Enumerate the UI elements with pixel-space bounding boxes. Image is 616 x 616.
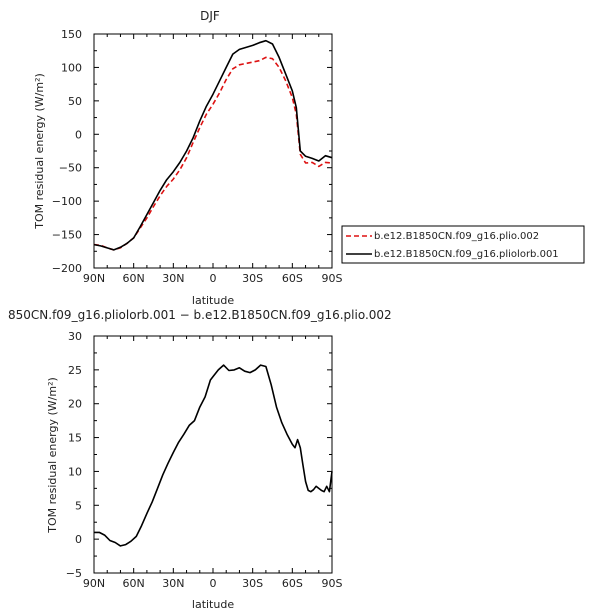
- bottom-x-tick-label: 0: [210, 577, 217, 590]
- top-panel: DJF 90N 60N 30N 0 30S 60S 90S −200 −150 −100 −50 0 5…: [33, 9, 343, 307]
- top-x-tick-label: 0: [210, 272, 217, 285]
- top-x-tick-label: 30N: [162, 272, 184, 285]
- bottom-chart-title: 850CN.f09_g16.pliolorb.001 − b.e12.B1850…: [8, 308, 392, 322]
- legend-label-plio: b.e12.B1850CN.f09_g16.plio.002: [374, 231, 539, 242]
- bottom-y-tick-label: 5: [75, 499, 82, 512]
- bottom-y-axis-label: TOM residual energy (W/m²): [46, 377, 59, 534]
- top-y-tick-label: −50: [59, 162, 82, 175]
- top-x-tick-label: 60S: [282, 272, 303, 285]
- bottom-x-tick-label: 90N: [83, 577, 105, 590]
- top-x-axis-label: latitude: [192, 294, 234, 307]
- bottom-y-tick-label: 15: [68, 432, 82, 445]
- bottom-y-tick-label: −5: [66, 567, 82, 580]
- top-series-line-2: [93, 39, 333, 251]
- legend-label-pliolorb: b.e12.B1850CN.f09_g16.pliolorb.001: [374, 249, 559, 260]
- top-series-lines: [93, 39, 333, 251]
- top-y-tick-label: 50: [68, 95, 82, 108]
- bottom-panel: 850CN.f09_g16.pliolorb.001 − b.e12.B1850…: [8, 308, 392, 611]
- bottom-x-tick-label: 30N: [162, 577, 184, 590]
- bottom-series-line-1: [94, 364, 333, 547]
- top-y-tick-label: −150: [52, 229, 82, 242]
- top-plot-frame: [93, 33, 333, 269]
- top-series-line-1: [93, 56, 333, 251]
- top-chart-title: DJF: [200, 9, 220, 23]
- top-ticks: 90N 60N 30N 0 30S 60S 90S −200 −150 −100 −50 0 50 100…: [52, 28, 343, 285]
- top-x-tick-label: 60N: [123, 272, 145, 285]
- top-x-tick-label: 90N: [83, 272, 105, 285]
- bottom-plot-frame: [93, 335, 333, 574]
- top-y-tick-label: 100: [61, 61, 82, 74]
- top-y-axis-label: TOM residual energy (W/m²): [33, 73, 46, 230]
- top-y-tick-label: 150: [61, 28, 82, 41]
- bottom-y-tick-label: 20: [68, 398, 82, 411]
- top-x-tick-label: 90S: [322, 272, 343, 285]
- top-x-tick-label: 30S: [242, 272, 263, 285]
- top-y-tick-label: 0: [75, 128, 82, 141]
- legend-box: [341, 225, 585, 264]
- bottom-x-tick-label: 60N: [123, 577, 145, 590]
- bottom-y-tick-label: 10: [68, 465, 82, 478]
- bottom-y-tick-label: 0: [75, 533, 82, 546]
- bottom-y-tick-label: 30: [68, 330, 82, 343]
- bottom-ticks: 90N 60N 30N 0 30S 60S 90S −5 0 5 10 15 20 25 30: [66, 330, 343, 590]
- top-y-tick-label: −200: [52, 262, 82, 275]
- bottom-y-tick-label: 25: [68, 364, 82, 377]
- bottom-x-tick-label: 60S: [282, 577, 303, 590]
- bottom-x-axis-label: latitude: [192, 598, 234, 611]
- bottom-x-tick-label: 30S: [242, 577, 263, 590]
- bottom-series-lines: [94, 364, 333, 547]
- bottom-x-tick-label: 90S: [322, 577, 343, 590]
- top-y-tick-label: −100: [52, 195, 82, 208]
- legend: b.e12.B1850CN.f09_g16.plio.002 b.e12.B18…: [341, 225, 585, 264]
